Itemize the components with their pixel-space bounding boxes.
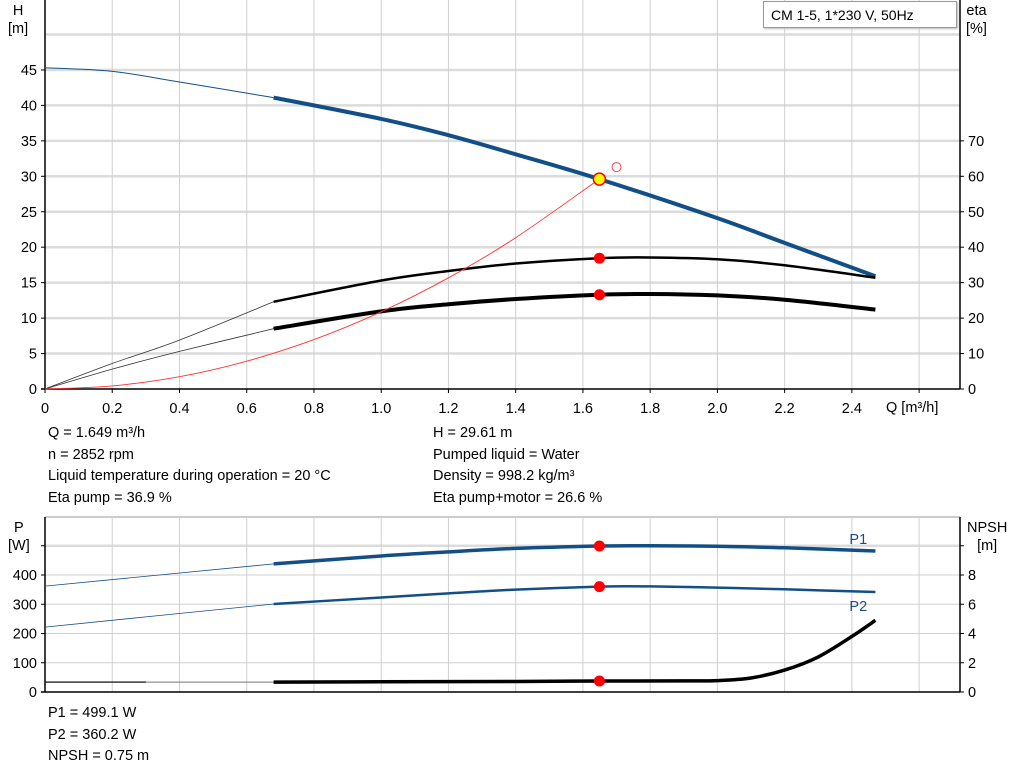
npsh-tick-label: 6 <box>968 597 976 613</box>
eta-pump-duty-point <box>593 252 605 264</box>
pump-model-legend: CM 1-5, 1*230 V, 50Hz <box>763 1 957 28</box>
h-tick-label: 25 <box>21 205 37 221</box>
eta-pump-curve-extrapolated <box>44 301 274 390</box>
npsh-curve <box>273 618 877 684</box>
h-tick-label: 45 <box>21 63 37 79</box>
info-density: Density = 998.2 kg/m³ <box>433 468 575 484</box>
info-head: H = 29.61 m <box>433 425 513 441</box>
eta-tick-label: 10 <box>968 347 984 363</box>
eta-tick-label: 50 <box>968 205 984 221</box>
eta-pump-motor-curve-extrapolated <box>44 328 274 390</box>
info-bottom: P1 = 499.1 W P2 = 360.2 W NPSH = 0.75 m <box>48 703 149 768</box>
info-p2: P2 = 360.2 W <box>48 726 137 743</box>
h-tick-label: 15 <box>21 276 37 292</box>
requested-point-marker <box>611 162 622 173</box>
p2-curve-label: P2 <box>849 599 867 615</box>
q-tick-label: 0.2 <box>102 401 122 417</box>
power-npsh-chart: 0 100 200 300 400 0 2 4 6 8 P1 P2 <box>13 516 976 701</box>
head-efficiency-chart: 0 5 10 15 20 25 30 35 40 45 0 10 20 30 40 50 60 70 0 0.2 0.4… <box>21 0 984 417</box>
info-liquid-temp: Liquid temperature during operation = 20… <box>48 468 331 484</box>
npsh-axis-label: NPSH [m] <box>967 519 1007 555</box>
p2-curve-extrapolated <box>44 603 274 628</box>
npsh-tick-label: 0 <box>968 685 976 701</box>
q-tick-label: 0.8 <box>304 401 324 417</box>
info-flow: Q = 1.649 m³/h <box>48 425 146 441</box>
p-tick-label: 300 <box>13 597 37 613</box>
eta-axis-label-unit: [%] <box>966 21 987 37</box>
npsh-tick-label: 4 <box>968 627 976 643</box>
h-axis-label: H [m] <box>8 2 28 38</box>
q-tick-label: 0.6 <box>237 401 257 417</box>
q-tick-label: 1.6 <box>573 401 593 417</box>
h-tick-label: 20 <box>21 240 37 256</box>
eta-tick-label: 20 <box>968 311 984 327</box>
eta-pump-motor-duty-point <box>593 289 605 301</box>
q-tick-label: 1.0 <box>371 401 391 417</box>
p-axis-label: P [W] <box>8 519 30 555</box>
q-tick-label: 2.0 <box>707 401 727 417</box>
system-curve-line <box>44 178 600 390</box>
info-eta-pump-motor: Eta pump+motor = 26.6 % <box>433 489 603 506</box>
info-npsh: NPSH = 0.75 m <box>48 748 150 764</box>
h-tick-label: 0 <box>29 382 37 398</box>
p-tick-label: 400 <box>13 568 37 584</box>
info-speed: n = 2852 rpm <box>48 446 134 463</box>
info-top-right: H = 29.61 m Pumped liquid = Water Densit… <box>433 423 602 509</box>
h-tick-label: 40 <box>21 98 37 114</box>
eta-tick-label: 30 <box>968 276 984 292</box>
npsh-tick-label: 2 <box>968 656 976 672</box>
eta-tick-label: 40 <box>968 240 984 256</box>
eta-tick-label: 0 <box>968 382 976 398</box>
info-p1: P1 = 499.1 W <box>48 705 137 721</box>
info-eta-pump: Eta pump = 36.9 % <box>48 489 172 506</box>
p-axis-label-name: P <box>14 520 24 536</box>
p1-curve-extrapolated <box>44 563 274 587</box>
p-tick-label: 100 <box>13 656 37 672</box>
head-duty-point <box>592 172 607 186</box>
q-tick-label: 2.2 <box>775 401 795 417</box>
q-tick-label: 2.4 <box>842 401 862 417</box>
p-tick-label: 200 <box>13 627 37 643</box>
npsh-axis-label-unit: [m] <box>977 538 998 554</box>
h-tick-label: 35 <box>21 134 37 150</box>
q-axis-label: Q [m³/h] <box>886 400 939 416</box>
eta-tick-label: 70 <box>968 134 984 150</box>
h-tick-label: 10 <box>21 311 37 327</box>
q-tick-label: 0.4 <box>169 401 189 417</box>
q-tick-label: 1.8 <box>640 401 660 417</box>
npsh-axis-label-name: NPSH <box>967 520 1008 536</box>
npsh-duty-point <box>593 675 605 687</box>
p-axis-label-unit: [W] <box>8 538 30 554</box>
h-axis-label-unit: [m] <box>8 21 29 37</box>
h-tick-label: 30 <box>21 169 37 185</box>
p-tick-label: 0 <box>29 685 37 701</box>
p2-duty-point <box>593 581 605 593</box>
h-axis-label-name: H <box>12 3 24 19</box>
eta-axis-label-name: eta <box>966 3 987 19</box>
q-tick-label: 1.4 <box>506 401 526 417</box>
eta-axis-label: eta [%] <box>966 2 987 38</box>
eta-tick-label: 60 <box>968 169 984 185</box>
q-tick-label: 1.2 <box>438 401 458 417</box>
info-top-left: Q = 1.649 m³/h n = 2852 rpm Liquid tempe… <box>48 423 331 509</box>
p1-duty-point <box>593 540 605 552</box>
h-tick-label: 5 <box>29 347 37 363</box>
q-tick-label: 0 <box>41 401 49 417</box>
H-curve <box>273 95 877 279</box>
H-curve-extrapolated <box>44 67 274 99</box>
p1-curve-label: P1 <box>849 532 867 548</box>
npsh-tick-label: 8 <box>968 568 976 584</box>
info-pumped-liquid: Pumped liquid = Water <box>433 446 580 463</box>
